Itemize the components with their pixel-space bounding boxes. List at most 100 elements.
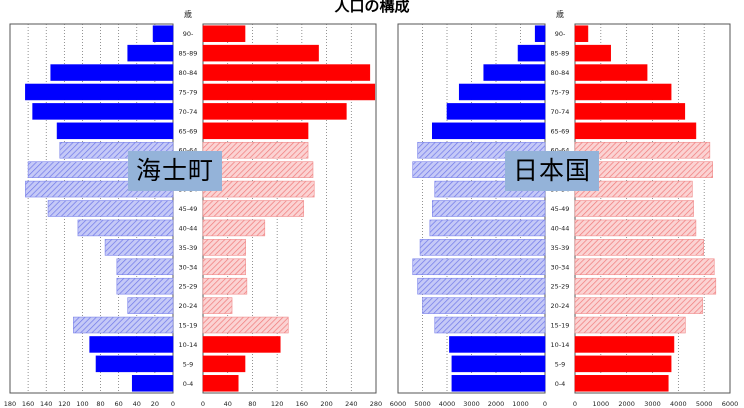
x-tick-label: 1000: [512, 400, 529, 408]
bar-left-85-89: [517, 44, 546, 62]
bar-left-15-19: [434, 316, 546, 334]
bar-left-70-74: [32, 103, 174, 120]
bar-left-65-69: [56, 122, 174, 140]
x-tick-label: 0: [573, 400, 577, 408]
bar-right-65-69: [202, 122, 309, 140]
x-tick-label: 180: [4, 400, 16, 408]
x-tick-label: 4000: [670, 400, 687, 408]
bar-right-75-79: [574, 83, 672, 101]
age-group-label: 30-34: [551, 263, 570, 271]
age-group-label: 20-24: [179, 302, 198, 310]
bar-right-65-69: [574, 122, 697, 140]
bar-left-40-44: [77, 219, 174, 237]
x-tick-label: 2000: [488, 400, 505, 408]
age-group-label: 40-44: [179, 224, 198, 232]
bar-left-75-79: [458, 83, 546, 101]
x-tick-label: 6000: [390, 400, 407, 408]
bar-right-45-49: [574, 200, 694, 217]
age-group-label: 80-84: [179, 69, 198, 77]
age-group-label: 0-4: [555, 380, 566, 388]
bar-right-25-29: [202, 277, 248, 295]
bar-left-45-49: [47, 200, 174, 217]
bar-right-85-89: [202, 44, 319, 62]
bar-right-60-64: [574, 141, 711, 159]
bar-right-25-29: [574, 277, 717, 295]
bar-right-0-4: [202, 375, 239, 392]
age-group-label: 45-49: [551, 205, 570, 213]
age-group-label: 65-69: [551, 127, 570, 135]
bar-left-30-34: [116, 258, 174, 276]
x-tick-label: 60: [115, 400, 123, 408]
x-tick-label: 100: [76, 400, 88, 408]
age-group-label: 90-: [555, 30, 566, 38]
bar-left-85-89: [127, 44, 174, 62]
bar-left-30-34: [412, 258, 546, 276]
age-group-label: 80-84: [551, 69, 570, 77]
bar-left-90-: [534, 25, 546, 42]
bar-right-30-34: [574, 258, 715, 276]
x-tick-label: 3000: [644, 400, 661, 408]
x-tick-label: 2000: [618, 400, 635, 408]
age-group-label: 20-24: [551, 302, 570, 310]
x-tick-label: 0: [543, 400, 547, 408]
bar-left-20-24: [127, 297, 174, 314]
age-group-label: 25-29: [551, 283, 570, 291]
x-tick-label: 40: [224, 400, 232, 408]
age-group-label: 60-64: [179, 147, 198, 155]
bar-right-15-19: [574, 316, 686, 334]
bar-right-40-44: [202, 219, 266, 237]
age-group-label: 75-79: [551, 88, 570, 96]
age-group-label: 25-29: [179, 283, 198, 291]
age-group-label: 85-89: [551, 50, 570, 58]
bar-right-90-: [574, 25, 589, 42]
pyramid-label-japan: 日本国: [505, 151, 600, 191]
bar-right-35-39: [202, 239, 246, 256]
age-group-label: 65-69: [179, 127, 198, 135]
x-tick-label: 1000: [593, 400, 610, 408]
age-group-label: 0-4: [183, 380, 194, 388]
x-tick-label: 40: [133, 400, 141, 408]
bar-right-15-19: [202, 316, 289, 334]
bar-right-5-9: [202, 355, 246, 373]
bar-left-80-84: [50, 64, 174, 81]
age-group-label: 15-19: [179, 322, 198, 330]
bar-right-60-64: [202, 141, 309, 159]
bar-right-70-74: [574, 103, 686, 120]
bar-left-0-4: [131, 375, 174, 392]
bar-left-0-4: [451, 375, 546, 392]
x-tick-label: 120: [58, 400, 70, 408]
bar-left-40-44: [429, 219, 546, 237]
x-tick-label: 80: [248, 400, 256, 408]
age-group-label: 10-14: [179, 341, 198, 349]
bar-left-45-49: [431, 200, 546, 217]
x-tick-label: 3000: [463, 400, 480, 408]
x-tick-label: 4000: [439, 400, 456, 408]
age-unit-label: 歳: [556, 9, 564, 19]
bar-right-10-14: [202, 336, 281, 353]
bar-left-35-39: [104, 239, 174, 256]
age-group-label: 75-79: [179, 88, 198, 96]
bar-left-15-19: [73, 316, 174, 334]
x-tick-label: 20: [151, 400, 159, 408]
bar-left-35-39: [419, 239, 546, 256]
age-group-label: 45-49: [179, 205, 198, 213]
bar-right-90-: [202, 25, 246, 42]
x-tick-label: 6000: [722, 400, 739, 408]
x-tick-label: 120: [271, 400, 283, 408]
bar-left-10-14: [89, 336, 174, 353]
bar-right-20-24: [574, 297, 703, 314]
x-tick-label: 200: [320, 400, 332, 408]
bar-left-80-84: [483, 64, 546, 81]
bar-left-25-29: [116, 277, 174, 295]
bar-left-10-14: [449, 336, 546, 353]
x-tick-label: 5000: [696, 400, 713, 408]
bar-right-35-39: [574, 239, 704, 256]
age-group-label: 40-44: [551, 224, 570, 232]
age-group-label: 60-64: [551, 147, 570, 155]
age-group-label: 85-89: [179, 50, 198, 58]
bar-right-80-84: [574, 64, 648, 81]
bar-left-20-24: [422, 297, 546, 314]
age-unit-label: 歳: [184, 9, 192, 19]
bar-left-75-79: [25, 83, 174, 101]
bar-left-25-29: [417, 277, 546, 295]
